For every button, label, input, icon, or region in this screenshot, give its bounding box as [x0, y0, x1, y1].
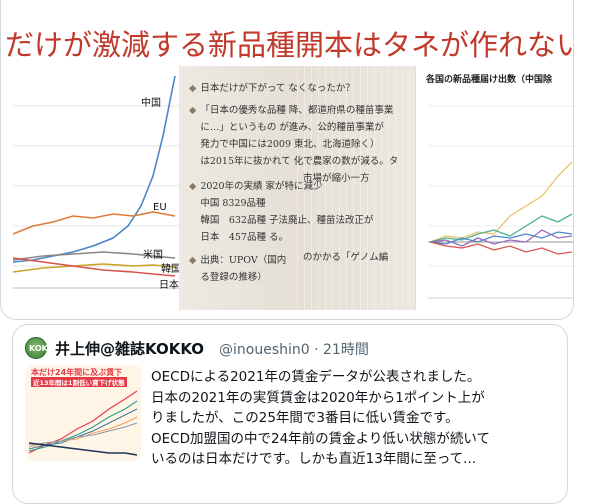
- right-series-5: [429, 229, 573, 247]
- label-usa: 米国: [143, 250, 163, 261]
- text-line-2: ◆ 「日本の優秀な品種 降、都道府県の種苗事業: [189, 105, 394, 116]
- right-series-3: [429, 231, 573, 245]
- thumb-subtitle: 近13年間は1割低い賃下げ状態: [31, 377, 127, 387]
- text-line-9: ◆韓国 632品種 子法廃止、種苗法改正が: [200, 215, 374, 226]
- tweet-body[interactable]: OECDによる2021年の賃金データが公表されました。 日本の2021年の実質賃…: [151, 367, 561, 470]
- tweet-line-2: 日本の2021年の実質賃金は2020年から1ポイント上が: [151, 389, 485, 406]
- right-chart-title: 各国の新品種届け出数（中国除: [426, 75, 553, 85]
- slide-text-panel: ◆ 日本だけが下がって なくなったか？ ◆ 「日本の優秀な品種 降、都道府県の種苗事…: [179, 66, 415, 310]
- left-chart-svg: [13, 75, 183, 289]
- text-line-8: ◆中国 8329品種: [200, 198, 266, 209]
- text-line-5: ◆は2015年に抜かれて 化で農家の数が減る。タ: [200, 156, 399, 167]
- label-china: 中国: [141, 98, 161, 109]
- label-korea: 韓国: [161, 264, 181, 275]
- tweet-line-1: OECDによる2021年の賃金データが公表されました。: [151, 369, 481, 385]
- text-line-1: ◆ 日本だけが下がって なくなったか？: [189, 83, 355, 94]
- right-series-2: [429, 213, 573, 243]
- label-eu: EU: [153, 202, 167, 213]
- thumb-title: 本だけ24年間に及ぶ賃下: [31, 368, 123, 377]
- background-photo: [291, 66, 415, 310]
- tweet-line-5: いるのは日本だけです。しかも直近13年間に至って...: [151, 451, 477, 467]
- right-series-1: [429, 161, 573, 243]
- tweet-thumbnail[interactable]: 本だけ24年間に及ぶ賃下 近13年間は1割低い賃下げ状態: [25, 365, 141, 461]
- slide-image[interactable]: だけが激減する新品種開本はタネが作れない国: [1, 0, 574, 318]
- series-usa-line: [13, 251, 176, 261]
- text-line-11: のかかる「ゲノム編: [303, 252, 389, 263]
- text-line-10: ◆日本 457品種 る。: [200, 232, 288, 243]
- media-card[interactable]: だけが激減する新品種開本はタネが作れない国: [0, 0, 574, 320]
- text-line-12: ◆ 出典：UPOV（国内: [189, 255, 287, 266]
- tweet-line-4: OECD加盟国の中で24年前の賃金より低い状態が続いて: [151, 430, 490, 447]
- series-korea-line: [13, 263, 176, 273]
- right-line-chart: 各国の新品種届け出数（中国除: [415, 66, 573, 310]
- label-japan: 日本: [159, 280, 179, 291]
- tweet-handle[interactable]: @inoueshin0 · 21時間: [219, 342, 369, 358]
- series-japan-line: [13, 257, 176, 277]
- avatar[interactable]: KOKKO: [25, 337, 60, 359]
- quoted-tweet-card[interactable]: KOKKO 井上伸@雑誌KOKKO @inoueshin0 · 21時間 本だけ…: [12, 324, 568, 504]
- text-line-7: ◆ 2020年の実績 家が特に減少: [189, 181, 323, 192]
- right-series-4: [429, 241, 573, 255]
- left-line-chart: 中国 EU 米国 韓国 日本: [13, 66, 183, 298]
- slide-title: だけが激減する新品種開本はタネが作れない国: [5, 28, 574, 62]
- text-line-3: ◆に…」というもの が進み、公的種苗事業が: [200, 122, 384, 133]
- series-china-line: [13, 75, 176, 263]
- text-line-6: 市場が縮小一方: [303, 173, 370, 184]
- right-chart-svg: [428, 105, 573, 299]
- text-line-4: ◆発力で中国には2009 東北、北海道除く）: [200, 139, 380, 150]
- text-line-13: ◆る登録の推移）: [200, 272, 267, 283]
- series-eu-line: [13, 211, 176, 235]
- thumb-chart-svg: [28, 390, 138, 456]
- tweet-line-3: りましたが、この25年間で3番目に低い賃金です。: [151, 410, 459, 426]
- tweet-username[interactable]: 井上伸@雑誌KOKKO: [55, 340, 205, 358]
